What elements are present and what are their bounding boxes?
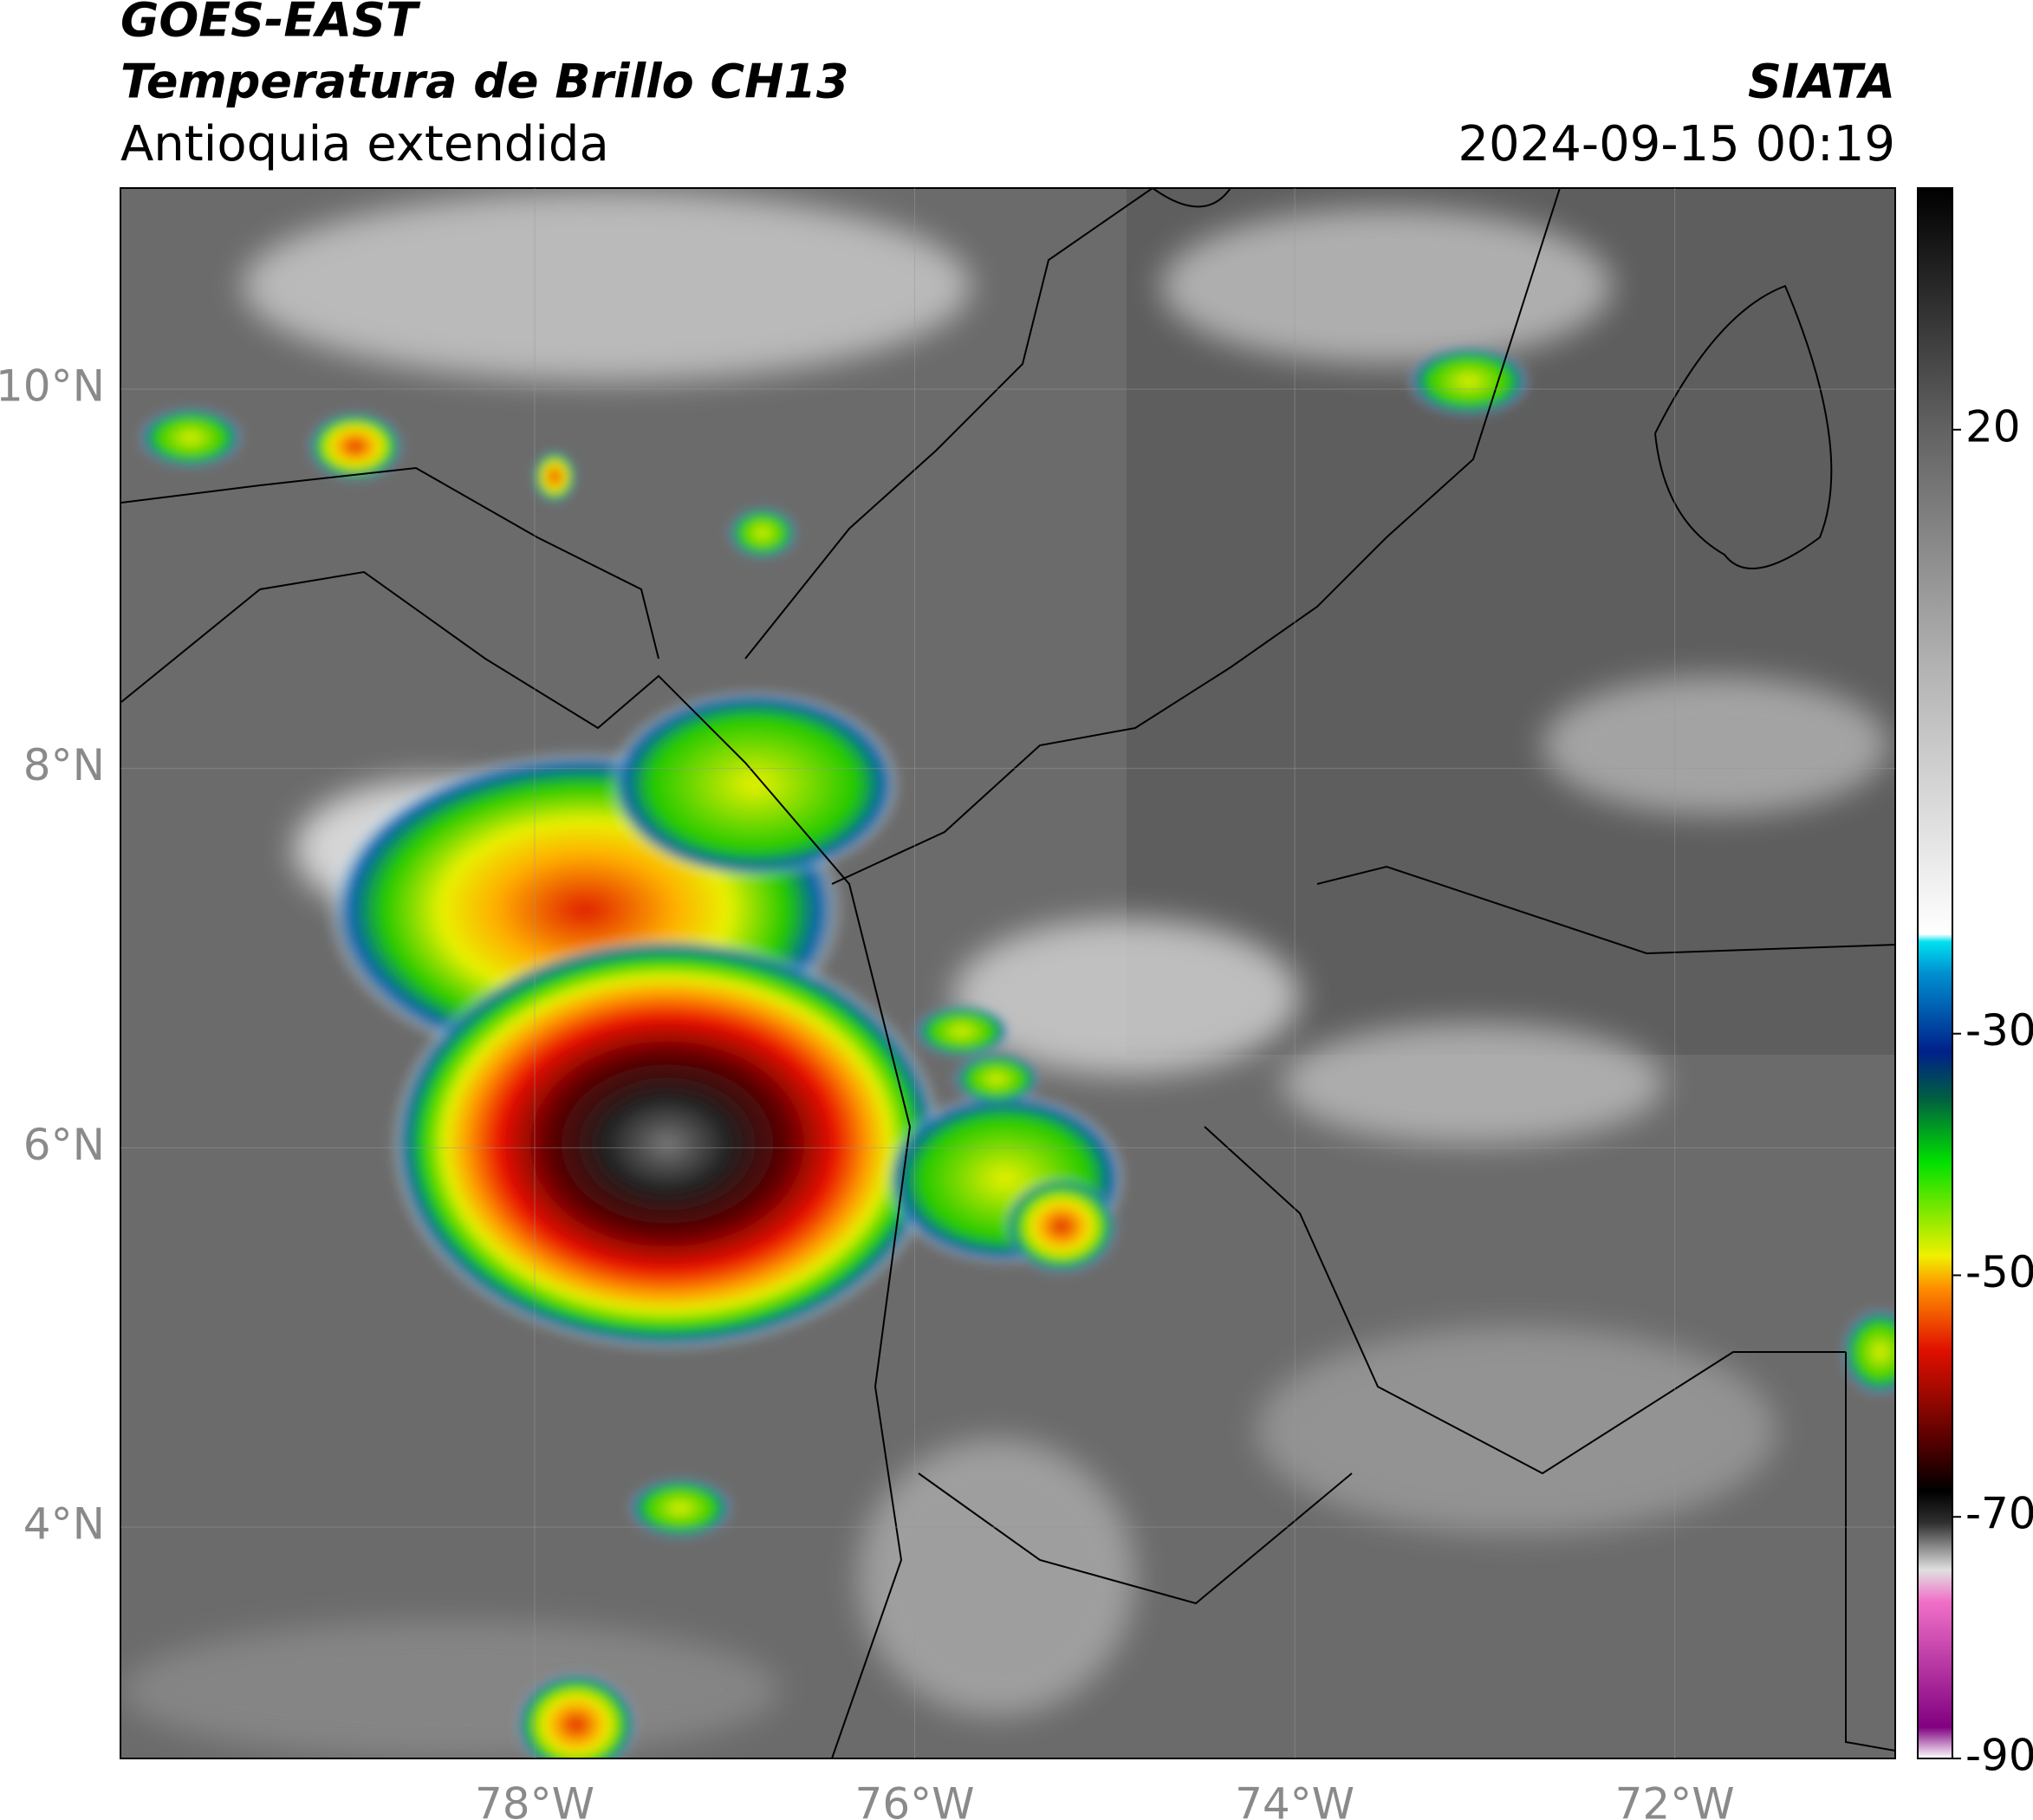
title: Temperatura de Brillo CH13: [120, 55, 849, 109]
datetime: 2024-09-15 00:19: [1458, 116, 1895, 172]
map-frame: [120, 187, 1896, 1759]
agency: SIATA: [1748, 55, 1895, 109]
satellite-image: [120, 188, 1895, 1758]
colorbar: [1917, 187, 1953, 1759]
colorbar-tick-label: -90: [1965, 1731, 2033, 1781]
x-tick-label: 78°W: [475, 1779, 594, 1820]
colorbar-tick-label: -50: [1965, 1247, 2033, 1297]
x-tick-label: 72°W: [1615, 1779, 1735, 1820]
colorbar-tick-label: -70: [1965, 1489, 2033, 1539]
colorbar-tick-label: -30: [1965, 1005, 2033, 1056]
x-tick-label: 76°W: [855, 1779, 975, 1820]
source: GOES-EAST: [120, 0, 421, 48]
y-tick-label: 4°N: [23, 1499, 105, 1550]
borders: [120, 188, 1895, 1758]
x-tick-label: 74°W: [1235, 1779, 1354, 1820]
y-tick-label: 6°N: [23, 1120, 105, 1170]
y-tick-label: 10°N: [0, 361, 105, 411]
subtitle: Antioquia extendida: [120, 116, 609, 172]
colorbar-tick-label: 20: [1965, 401, 2021, 452]
y-tick-label: 8°N: [23, 740, 105, 790]
